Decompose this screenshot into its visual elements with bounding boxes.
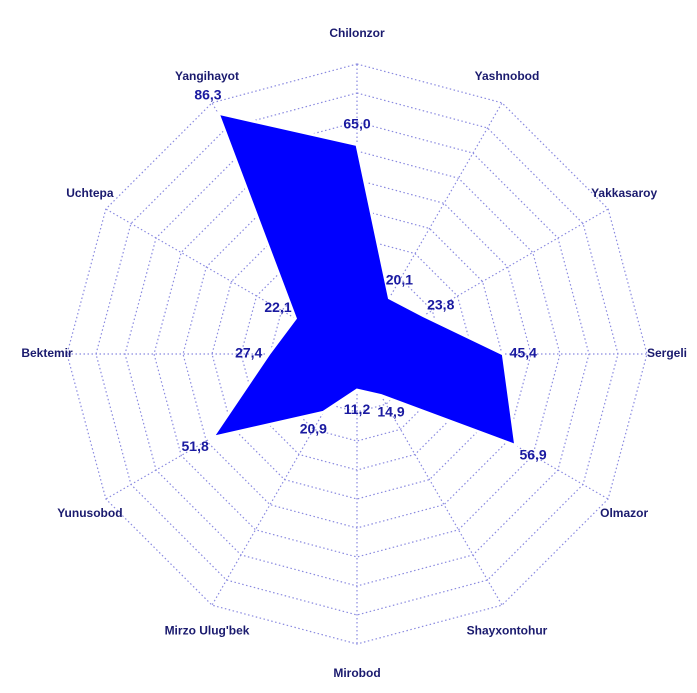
grid-ring <box>182 179 532 529</box>
category-label: Sergeli <box>647 346 687 360</box>
value-label: 22,1 <box>264 299 291 315</box>
category-label: Yangihayot <box>175 69 239 83</box>
value-label: 51,8 <box>182 438 209 454</box>
category-label: Bektemir <box>21 346 73 360</box>
category-label: Shayxontohur <box>467 623 548 637</box>
category-label: Chilonzor <box>329 26 385 40</box>
grid-ring <box>66 63 648 645</box>
category-label: Yunusobod <box>57 506 122 520</box>
category-label: Yakkasaroy <box>591 186 657 200</box>
value-label: 27,4 <box>235 345 262 361</box>
radar-area <box>209 111 518 448</box>
category-label: Uchtepa <box>66 186 114 200</box>
value-label: 20,1 <box>386 271 413 287</box>
value-label: 56,9 <box>519 446 546 462</box>
value-label: 20,9 <box>300 420 327 436</box>
value-label: 11,2 <box>344 401 371 417</box>
value-label: 65,0 <box>343 115 370 131</box>
value-label: 45,4 <box>510 345 537 361</box>
category-label: Yashnobod <box>475 69 540 83</box>
value-label: 86,3 <box>194 87 221 103</box>
category-label: Mirobod <box>333 666 380 680</box>
value-label: 23,8 <box>427 296 454 312</box>
category-label: Mirzo Ulug'bek <box>165 623 250 637</box>
value-label: 14,9 <box>377 404 404 420</box>
category-label: Olmazor <box>600 506 648 520</box>
